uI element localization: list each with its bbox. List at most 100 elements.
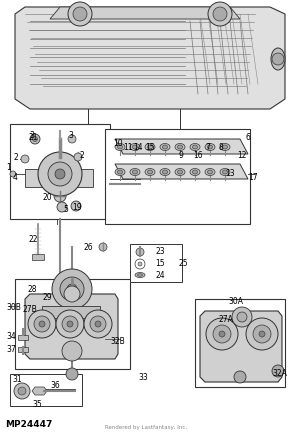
Circle shape: [95, 321, 101, 327]
Circle shape: [57, 203, 67, 213]
Circle shape: [48, 163, 72, 187]
Text: 16: 16: [193, 150, 202, 159]
Circle shape: [208, 3, 232, 27]
Ellipse shape: [133, 171, 137, 174]
Circle shape: [253, 325, 271, 343]
Text: 32B: 32B: [110, 337, 125, 346]
Text: 23: 23: [155, 247, 165, 256]
Text: 12: 12: [237, 150, 247, 159]
Ellipse shape: [130, 144, 140, 151]
Text: 36: 36: [50, 381, 60, 390]
Ellipse shape: [160, 144, 170, 151]
Ellipse shape: [208, 146, 212, 150]
Text: 4: 4: [13, 172, 18, 181]
Text: 2: 2: [13, 153, 18, 162]
Circle shape: [34, 316, 50, 332]
Ellipse shape: [205, 144, 215, 151]
Text: 9: 9: [178, 150, 183, 159]
Bar: [18, 335, 28, 340]
Ellipse shape: [160, 169, 170, 176]
Circle shape: [237, 312, 247, 322]
Text: 30B: 30B: [6, 303, 21, 312]
Circle shape: [234, 371, 246, 383]
Text: 19: 19: [72, 203, 82, 212]
Circle shape: [28, 310, 56, 338]
Text: 3: 3: [29, 131, 34, 140]
Ellipse shape: [271, 49, 285, 71]
Text: 32A: 32A: [272, 368, 287, 378]
Text: 11: 11: [123, 143, 133, 152]
Polygon shape: [25, 294, 118, 359]
Text: 17: 17: [248, 173, 258, 182]
Circle shape: [71, 201, 81, 211]
Bar: [10, 125, 110, 220]
Ellipse shape: [115, 169, 125, 176]
Circle shape: [21, 156, 29, 164]
Circle shape: [14, 383, 30, 399]
Ellipse shape: [175, 169, 185, 176]
Circle shape: [206, 318, 238, 350]
Ellipse shape: [130, 169, 140, 176]
Circle shape: [232, 307, 252, 327]
Circle shape: [213, 325, 231, 343]
Ellipse shape: [208, 171, 212, 174]
Text: 20: 20: [42, 193, 52, 202]
Text: MP24447: MP24447: [5, 420, 52, 428]
Circle shape: [219, 331, 225, 337]
Circle shape: [60, 277, 84, 301]
Circle shape: [136, 248, 144, 256]
Ellipse shape: [223, 146, 227, 150]
Polygon shape: [50, 8, 240, 20]
Ellipse shape: [193, 171, 197, 174]
Ellipse shape: [148, 146, 152, 150]
Polygon shape: [15, 8, 285, 110]
Ellipse shape: [148, 171, 152, 174]
Text: 26: 26: [83, 243, 93, 252]
Circle shape: [84, 310, 112, 338]
Polygon shape: [32, 387, 47, 395]
Circle shape: [73, 8, 87, 22]
Circle shape: [39, 321, 45, 327]
Ellipse shape: [178, 171, 182, 174]
Text: 28: 28: [27, 285, 37, 294]
Circle shape: [67, 321, 73, 327]
Bar: [105, 130, 250, 224]
Circle shape: [68, 3, 92, 27]
Text: 3: 3: [68, 131, 73, 140]
Circle shape: [246, 318, 278, 350]
Text: 7: 7: [205, 143, 210, 152]
Bar: [18, 347, 28, 352]
Ellipse shape: [178, 146, 182, 150]
Text: 6: 6: [245, 133, 250, 142]
Text: 34: 34: [6, 332, 16, 341]
Ellipse shape: [220, 144, 230, 151]
Text: 31: 31: [12, 375, 22, 384]
Circle shape: [54, 191, 66, 203]
Ellipse shape: [135, 273, 145, 278]
Bar: [42, 306, 100, 318]
Circle shape: [272, 54, 284, 66]
Ellipse shape: [223, 171, 227, 174]
Ellipse shape: [118, 171, 122, 174]
Text: 21: 21: [28, 133, 38, 142]
Circle shape: [272, 365, 284, 377]
Circle shape: [30, 135, 40, 145]
Bar: [10, 374, 82, 406]
Text: 35: 35: [32, 400, 42, 408]
Circle shape: [68, 136, 76, 144]
Text: 22: 22: [28, 235, 38, 244]
Circle shape: [135, 260, 145, 270]
Circle shape: [62, 341, 82, 361]
Text: Rendered by Lastfantasy, Inc.: Rendered by Lastfantasy, Inc.: [105, 424, 187, 430]
Ellipse shape: [133, 146, 137, 150]
Circle shape: [32, 137, 38, 142]
Text: 15: 15: [145, 143, 154, 152]
Circle shape: [74, 154, 82, 161]
Ellipse shape: [145, 169, 155, 176]
Text: 27A: 27A: [218, 315, 233, 324]
Ellipse shape: [220, 169, 230, 176]
Polygon shape: [115, 164, 248, 180]
Circle shape: [67, 284, 77, 294]
Ellipse shape: [145, 144, 155, 151]
Polygon shape: [200, 311, 282, 382]
